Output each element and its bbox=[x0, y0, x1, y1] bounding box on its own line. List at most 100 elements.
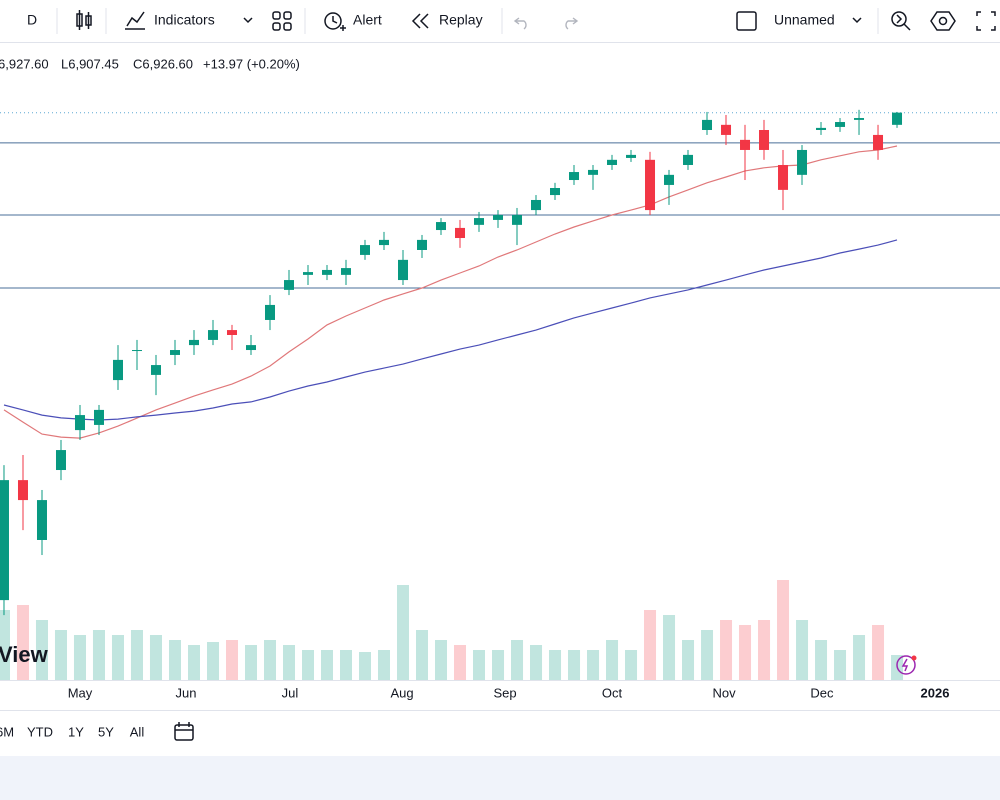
candle-body bbox=[854, 118, 865, 120]
x-tick-label: Aug bbox=[390, 685, 413, 700]
legend-close: C6,926.60 bbox=[133, 56, 193, 71]
volume-bar bbox=[758, 620, 771, 680]
candle-body bbox=[873, 134, 884, 150]
indicators-icon bbox=[125, 11, 145, 30]
layout-button[interactable]: Unnamed bbox=[774, 12, 835, 28]
candle-body bbox=[626, 154, 637, 158]
candle-body bbox=[816, 127, 827, 131]
range-button[interactable]: All bbox=[130, 724, 145, 739]
quick-search-button[interactable] bbox=[891, 11, 911, 31]
candle-body bbox=[892, 112, 903, 125]
volume-bar bbox=[416, 630, 429, 680]
x-tick-label: Sep bbox=[493, 685, 516, 700]
layout-menu[interactable] bbox=[852, 17, 862, 24]
range-button[interactable]: YTD bbox=[27, 724, 53, 739]
candle-body bbox=[835, 122, 846, 127]
chart-type-button[interactable] bbox=[76, 10, 92, 30]
candle-body bbox=[169, 350, 180, 355]
volume-bar bbox=[701, 630, 714, 680]
indicators-button[interactable]: Indicators bbox=[154, 12, 215, 28]
candle-body bbox=[778, 164, 789, 190]
volume-bar bbox=[435, 640, 448, 680]
interval-button[interactable]: D bbox=[27, 12, 37, 28]
candle-body bbox=[398, 259, 409, 281]
alert-button[interactable]: Alert bbox=[353, 12, 382, 28]
volume-bar bbox=[720, 620, 733, 680]
replay-button[interactable]: Replay bbox=[439, 12, 483, 28]
x-tick-label: 2026 bbox=[921, 685, 950, 700]
volume-bar bbox=[587, 650, 600, 680]
volume-bar bbox=[149, 635, 162, 680]
candle-body bbox=[607, 159, 618, 165]
volume-bar bbox=[739, 625, 752, 680]
flash-icon[interactable] bbox=[896, 655, 917, 675]
volume-bar bbox=[777, 580, 790, 680]
volume-bar bbox=[397, 585, 410, 680]
volume-bar bbox=[492, 650, 505, 680]
undo-button[interactable] bbox=[513, 17, 527, 30]
moving-average-line bbox=[3, 145, 898, 439]
date-range-button[interactable] bbox=[174, 722, 194, 741]
fullscreen-button[interactable] bbox=[976, 11, 996, 31]
volume-bar bbox=[625, 650, 638, 680]
range-bar: 6M YTD 1Y 5Y All bbox=[0, 724, 144, 739]
volume-bar bbox=[644, 610, 657, 680]
volume-bar bbox=[301, 650, 314, 680]
volume-bar bbox=[111, 635, 124, 680]
candle-body bbox=[321, 269, 332, 275]
legend-low: L6,907.45 bbox=[61, 56, 119, 71]
candle-body bbox=[188, 339, 199, 346]
x-tick-label: Jun bbox=[176, 685, 197, 700]
candle-body bbox=[283, 280, 294, 290]
candle-body bbox=[702, 119, 713, 131]
candle-body bbox=[93, 409, 104, 425]
volume-bar bbox=[225, 640, 238, 680]
candle-body bbox=[112, 359, 123, 381]
volume-bar bbox=[454, 645, 467, 680]
plot-area bbox=[0, 109, 1000, 680]
range-button[interactable]: 1Y bbox=[68, 724, 84, 739]
candle-body bbox=[341, 268, 352, 275]
volume-bar bbox=[834, 650, 847, 680]
volume-bar bbox=[168, 640, 181, 680]
volume-bar bbox=[530, 645, 543, 680]
x-tick-label: Oct bbox=[602, 685, 623, 700]
volume-bar bbox=[663, 615, 676, 680]
candle-body bbox=[474, 218, 485, 225]
x-tick-label: May bbox=[68, 685, 93, 700]
candle-body bbox=[759, 130, 770, 150]
candle-body bbox=[379, 239, 390, 246]
candle-body bbox=[0, 480, 9, 601]
range-button[interactable]: 5Y bbox=[98, 724, 114, 739]
candle-body bbox=[131, 350, 142, 352]
volume-bar bbox=[568, 650, 581, 680]
candle-body bbox=[36, 500, 47, 540]
volume-bar bbox=[359, 652, 372, 680]
volume-bar bbox=[549, 650, 562, 680]
volume-bar bbox=[320, 650, 333, 680]
indicators-menu[interactable] bbox=[243, 17, 253, 24]
volume-bar bbox=[872, 625, 885, 680]
candle-body bbox=[150, 365, 161, 375]
alert-icon bbox=[324, 12, 346, 31]
volume-bar bbox=[54, 630, 67, 680]
x-tick-label: Nov bbox=[713, 685, 737, 700]
candle-body bbox=[797, 149, 808, 175]
volume-bar bbox=[206, 642, 219, 680]
redo-button[interactable] bbox=[565, 17, 579, 30]
volume-bar bbox=[282, 645, 295, 680]
volume-bar bbox=[340, 650, 353, 680]
legend-change: +13.97 (+0.20%) bbox=[203, 56, 300, 71]
candle-body bbox=[17, 480, 28, 501]
volume-bar bbox=[187, 645, 200, 680]
candle-body bbox=[569, 172, 580, 181]
volume-bar bbox=[0, 610, 10, 680]
volume-bar bbox=[16, 605, 29, 680]
candle-body bbox=[550, 188, 561, 196]
range-button[interactable]: 6M bbox=[0, 724, 14, 739]
candle-body bbox=[55, 450, 66, 471]
templates-button[interactable] bbox=[272, 11, 292, 31]
settings-button[interactable] bbox=[930, 11, 956, 31]
candle-body bbox=[588, 169, 599, 175]
candle-body bbox=[664, 174, 675, 185]
